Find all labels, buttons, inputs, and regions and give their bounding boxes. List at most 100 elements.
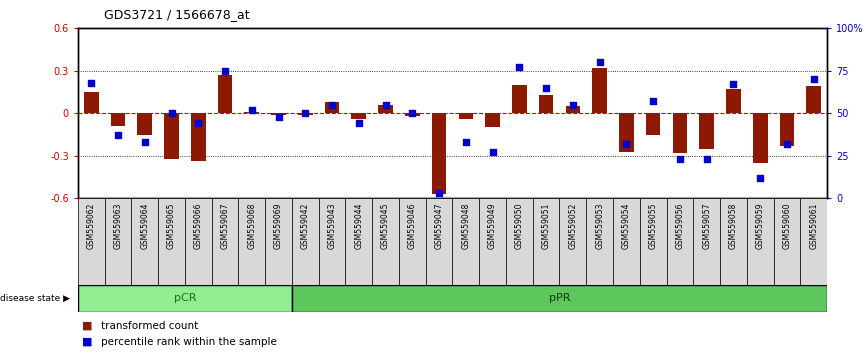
Text: GDS3721 / 1566678_at: GDS3721 / 1566678_at (104, 8, 249, 21)
Bar (779, 113, 794, 146)
Text: GSM559062: GSM559062 (87, 202, 96, 249)
Text: GSM559063: GSM559063 (113, 202, 123, 249)
Bar (138, 113, 152, 135)
Point (753, 175, 767, 181)
Bar (432, 113, 447, 194)
Bar (485, 113, 500, 127)
Bar (539, 95, 553, 113)
Text: disease state ▶: disease state ▶ (0, 294, 70, 303)
FancyBboxPatch shape (265, 198, 292, 285)
FancyBboxPatch shape (105, 198, 132, 285)
FancyBboxPatch shape (132, 198, 158, 285)
Text: GSM559068: GSM559068 (248, 202, 256, 249)
Bar (325, 102, 339, 113)
FancyBboxPatch shape (346, 198, 372, 285)
Point (352, 121, 365, 126)
Bar (619, 113, 634, 152)
Bar (271, 113, 286, 115)
Text: GSM559043: GSM559043 (327, 202, 337, 249)
Point (619, 141, 633, 147)
Text: GSM559069: GSM559069 (275, 202, 283, 249)
Point (218, 68, 232, 74)
Bar (378, 105, 393, 113)
Bar (565, 106, 580, 113)
Point (325, 102, 339, 108)
Text: GSM559058: GSM559058 (729, 202, 738, 249)
Bar (111, 113, 126, 126)
Point (111, 132, 125, 138)
Point (245, 107, 259, 113)
Point (540, 85, 553, 91)
Point (486, 149, 500, 155)
FancyBboxPatch shape (78, 198, 105, 285)
Bar (298, 113, 313, 115)
Text: GSM559048: GSM559048 (462, 202, 470, 249)
Point (299, 110, 313, 116)
Bar (726, 89, 740, 113)
Text: GSM559059: GSM559059 (756, 202, 765, 249)
Point (513, 64, 527, 70)
Text: GSM559055: GSM559055 (649, 202, 657, 249)
Bar (405, 113, 420, 116)
Point (191, 121, 205, 126)
Bar (512, 85, 527, 113)
Text: GSM559050: GSM559050 (515, 202, 524, 249)
Bar (592, 68, 607, 113)
Point (727, 81, 740, 87)
FancyBboxPatch shape (586, 198, 613, 285)
Text: pPR: pPR (549, 293, 570, 303)
FancyBboxPatch shape (559, 198, 586, 285)
FancyBboxPatch shape (800, 198, 827, 285)
Bar (646, 113, 661, 135)
Point (700, 156, 714, 162)
Text: GSM559067: GSM559067 (221, 202, 229, 249)
Point (807, 76, 821, 82)
FancyBboxPatch shape (372, 198, 399, 285)
Point (432, 190, 446, 196)
FancyBboxPatch shape (158, 198, 185, 285)
Text: GSM559051: GSM559051 (541, 202, 551, 249)
Text: GSM559049: GSM559049 (488, 202, 497, 249)
Text: GSM559066: GSM559066 (194, 202, 203, 249)
Bar (78, 285, 292, 312)
Text: GSM559044: GSM559044 (354, 202, 364, 249)
Point (780, 141, 794, 147)
Point (272, 114, 286, 120)
FancyBboxPatch shape (613, 198, 640, 285)
Bar (753, 113, 767, 163)
FancyBboxPatch shape (746, 198, 773, 285)
FancyBboxPatch shape (185, 198, 211, 285)
Point (405, 110, 419, 116)
FancyBboxPatch shape (452, 198, 479, 285)
FancyBboxPatch shape (720, 198, 746, 285)
Bar (84, 92, 99, 113)
Bar (217, 75, 232, 113)
FancyBboxPatch shape (292, 198, 319, 285)
Text: GSM559054: GSM559054 (622, 202, 630, 249)
Text: GSM559061: GSM559061 (809, 202, 818, 249)
Text: GSM559047: GSM559047 (435, 202, 443, 249)
Point (592, 59, 606, 65)
Bar (458, 113, 473, 119)
Point (378, 102, 392, 108)
Text: ■: ■ (82, 321, 93, 331)
Text: GSM559045: GSM559045 (381, 202, 390, 249)
FancyBboxPatch shape (694, 198, 720, 285)
FancyBboxPatch shape (319, 198, 346, 285)
Bar (165, 113, 179, 159)
Text: GSM559065: GSM559065 (167, 202, 176, 249)
FancyBboxPatch shape (399, 198, 426, 285)
Text: ■: ■ (82, 337, 93, 347)
Bar (699, 113, 714, 149)
Text: GSM559046: GSM559046 (408, 202, 417, 249)
Point (165, 110, 178, 116)
FancyBboxPatch shape (238, 198, 265, 285)
Point (566, 102, 580, 108)
FancyBboxPatch shape (479, 198, 506, 285)
Text: GSM559052: GSM559052 (568, 202, 578, 249)
Text: percentile rank within the sample: percentile rank within the sample (101, 337, 277, 347)
Bar (352, 113, 366, 119)
FancyBboxPatch shape (506, 198, 533, 285)
Bar (806, 86, 821, 113)
Text: GSM559053: GSM559053 (595, 202, 604, 249)
